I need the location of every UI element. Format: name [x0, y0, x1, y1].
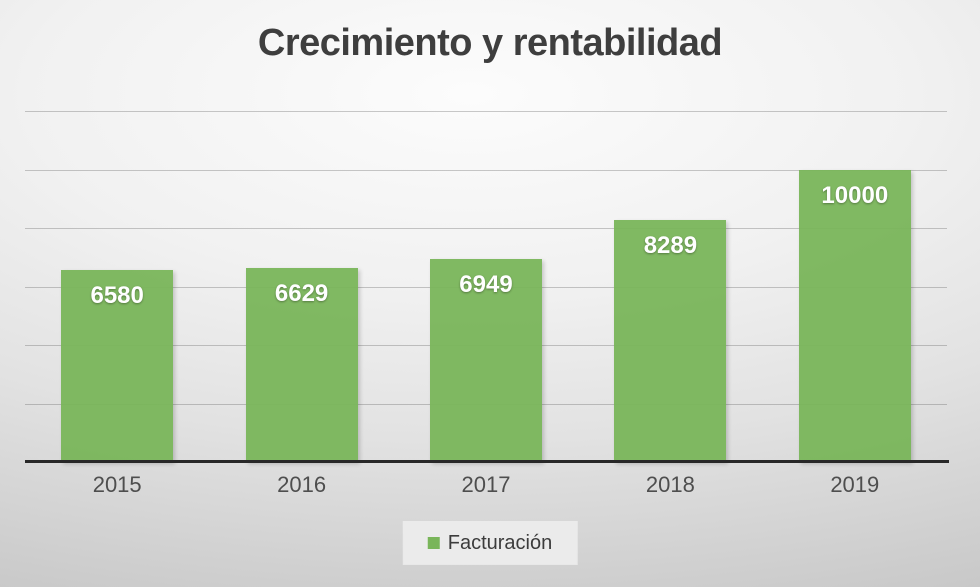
x-axis-tick-label: 2018: [645, 472, 695, 497]
x-axis-line: [25, 460, 949, 463]
gridline: [25, 169, 947, 171]
x-axis-tick-label: 2016: [277, 472, 327, 497]
plot-area: 6580 6629 6949 8289 10000: [25, 111, 947, 462]
bar-data-label: 6949: [459, 270, 513, 298]
gridline: [25, 228, 947, 229]
legend: Facturación: [403, 522, 577, 564]
bar-data-label: 6580: [90, 281, 144, 309]
bar-2015: 6580: [61, 269, 174, 462]
bar-2017: 6949: [430, 258, 542, 462]
bar-data-label: 10000: [821, 181, 889, 209]
bar-2019: 10000: [798, 169, 911, 462]
x-axis-tick-label: 2017: [461, 472, 511, 497]
chart-title: Crecimiento y rentabilidad: [257, 22, 723, 64]
legend-label: Facturación: [447, 531, 553, 554]
bar-data-label: 6629: [274, 280, 329, 308]
gridline: [25, 111, 947, 112]
x-axis-tick-label: 2015: [92, 472, 142, 497]
bar-data-label: 8289: [643, 231, 698, 259]
bar-2016: 6629: [245, 268, 358, 462]
legend-swatch-icon: [427, 537, 440, 549]
bar-2018: 8289: [614, 219, 727, 462]
x-axis-tick-label: 2019: [830, 472, 880, 497]
